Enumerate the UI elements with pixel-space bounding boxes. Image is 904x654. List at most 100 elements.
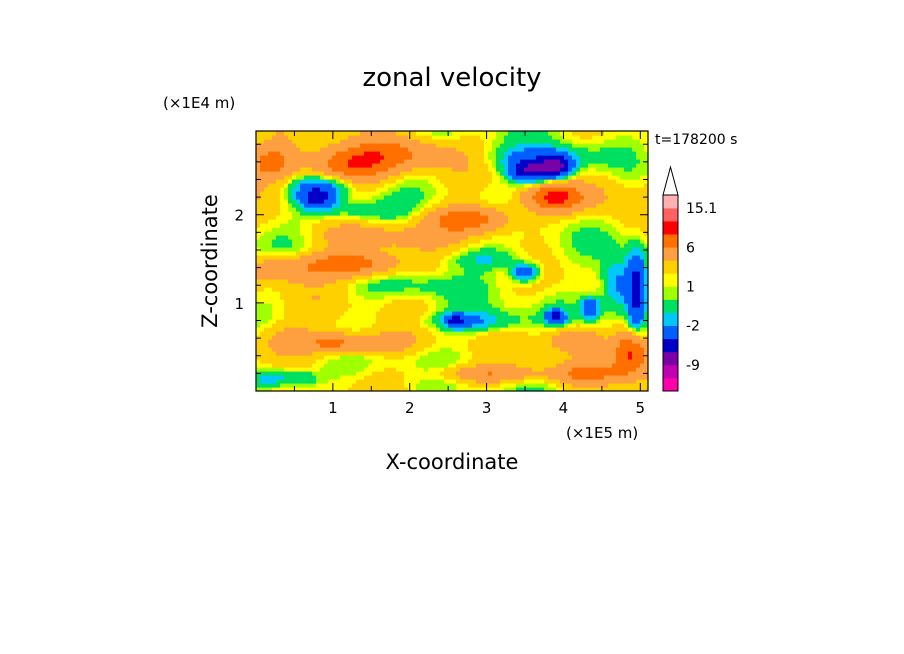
field-cell	[556, 219, 561, 224]
field-cell	[432, 307, 437, 312]
field-cell	[464, 243, 469, 248]
field-cell	[344, 315, 349, 320]
field-cell	[444, 375, 449, 380]
field-cell	[312, 323, 317, 328]
field-cell	[348, 259, 353, 264]
field-cell	[264, 271, 269, 276]
field-cell	[364, 211, 369, 216]
field-cell	[444, 327, 449, 332]
field-cell	[640, 319, 645, 324]
field-cell	[312, 215, 317, 220]
field-cell	[540, 335, 545, 340]
field-cell	[268, 195, 273, 200]
field-cell	[312, 267, 317, 272]
field-cell	[392, 375, 397, 380]
field-cell	[532, 351, 537, 356]
field-cell	[432, 291, 437, 296]
field-cell	[372, 191, 377, 196]
field-cell	[436, 375, 441, 380]
field-cell	[492, 251, 497, 256]
field-cell	[256, 375, 261, 380]
field-cell	[568, 215, 573, 220]
field-cell	[396, 295, 401, 300]
field-cell	[376, 187, 381, 192]
field-cell	[344, 307, 349, 312]
field-cell	[496, 259, 501, 264]
field-cell	[552, 251, 557, 256]
field-cell	[344, 327, 349, 332]
field-cell	[312, 223, 317, 228]
field-cell	[300, 263, 305, 268]
field-cell	[444, 243, 449, 248]
field-cell	[540, 195, 545, 200]
field-cell	[572, 295, 577, 300]
field-cell	[508, 315, 513, 320]
field-cell	[540, 263, 545, 268]
field-cell	[556, 311, 561, 316]
field-cell	[384, 259, 389, 264]
field-cell	[292, 203, 297, 208]
field-cell	[524, 207, 529, 212]
field-cell	[612, 251, 617, 256]
field-cell	[344, 227, 349, 232]
field-cell	[592, 199, 597, 204]
field-cell	[436, 387, 441, 391]
field-cell	[612, 283, 617, 288]
field-cell	[292, 199, 297, 204]
field-cell	[332, 279, 337, 284]
field-cell	[540, 359, 545, 364]
field-cell	[404, 283, 409, 288]
field-cell	[572, 211, 577, 216]
field-cell	[644, 379, 648, 384]
field-cell	[492, 383, 497, 388]
field-cell	[380, 195, 385, 200]
field-cell	[628, 199, 633, 204]
field-cell	[428, 263, 433, 268]
field-cell	[420, 319, 425, 324]
field-cell	[520, 367, 525, 372]
field-cell	[456, 211, 461, 216]
field-cell	[376, 279, 381, 284]
field-cell	[536, 267, 541, 272]
field-cell	[372, 199, 377, 204]
field-cell	[264, 259, 269, 264]
field-cell	[580, 211, 585, 216]
field-cell	[300, 351, 305, 356]
field-cell	[460, 379, 465, 384]
field-cell	[288, 339, 293, 344]
field-cell	[268, 227, 273, 232]
field-cell	[524, 299, 529, 304]
field-cell	[600, 335, 605, 340]
field-cell	[464, 379, 469, 384]
field-cell	[260, 219, 265, 224]
field-cell	[420, 271, 425, 276]
field-cell	[468, 371, 473, 376]
field-cell	[296, 287, 301, 292]
field-cell	[444, 283, 449, 288]
field-cell	[420, 207, 425, 212]
field-cell	[552, 315, 557, 320]
field-cell	[360, 299, 365, 304]
field-cell	[304, 267, 309, 272]
field-cell	[608, 383, 613, 388]
field-cell	[576, 271, 581, 276]
field-cell	[348, 383, 353, 388]
field-cell	[296, 255, 301, 260]
field-cell	[520, 379, 525, 384]
field-cell	[480, 339, 485, 344]
field-cell	[280, 279, 285, 284]
field-cell	[308, 295, 313, 300]
field-cell	[636, 195, 641, 200]
field-cell	[356, 275, 361, 280]
field-cell	[580, 259, 585, 264]
field-cell	[348, 303, 353, 308]
field-cell	[556, 271, 561, 276]
field-cell	[388, 255, 393, 260]
field-cell	[548, 287, 553, 292]
field-cell	[396, 383, 401, 388]
field-cell	[412, 347, 417, 352]
field-cell	[308, 347, 313, 352]
field-cell	[408, 267, 413, 272]
field-cell	[644, 319, 648, 324]
field-cell	[312, 363, 317, 368]
